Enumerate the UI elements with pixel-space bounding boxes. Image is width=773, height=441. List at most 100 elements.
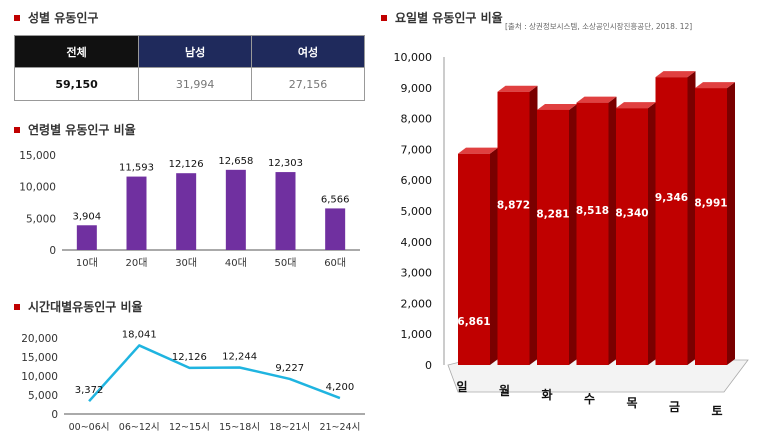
weekday-data-label: 6,861 [457, 316, 490, 328]
time-x-tick-label: 00~06시 [69, 422, 110, 433]
bullet-square-icon [381, 14, 387, 21]
age-y-tick-label: 15,000 [19, 150, 56, 162]
bullet-square-icon [14, 14, 20, 21]
age-bar [275, 172, 296, 250]
weekday-y-tick-label: 8,000 [401, 113, 433, 126]
weekday-bar-side [687, 71, 696, 366]
bullet-square-icon [14, 303, 20, 310]
weekday-chart-title: 요일별 유동인구 비율 [395, 11, 503, 25]
weekday-x-tick-label: 수 [584, 392, 595, 406]
age-data-label: 11,593 [119, 163, 154, 174]
age-y-tick-label: 0 [49, 245, 56, 257]
time-y-tick-label: 15,000 [21, 352, 58, 364]
weekday-x-tick-label: 금 [669, 400, 680, 414]
weekday-y-tick-label: 2,000 [401, 297, 433, 310]
weekday-bar [655, 77, 688, 366]
weekday-y-tick-label: 6,000 [401, 174, 433, 187]
age-x-tick-label: 40대 [225, 257, 247, 269]
time-section-title: 시간대별유동인구 비율 [14, 298, 143, 315]
time-x-tick-label: 15~18시 [219, 422, 260, 433]
weekday-y-tick-label: 10,000 [394, 51, 433, 64]
weekday-data-label: 9,346 [655, 192, 688, 204]
bullet-square-icon [14, 126, 20, 133]
weekday-bar-side [569, 103, 577, 366]
value-male: 31,994 [138, 67, 253, 101]
weekday-y-tick-label: 7,000 [401, 143, 433, 156]
age-bar [225, 169, 246, 250]
gender-section-title: 성별 유동인구 [14, 9, 98, 26]
weekday-x-tick-label: 월 [499, 383, 510, 398]
weekday-data-label: 8,281 [536, 208, 569, 220]
age-x-tick-label: 20대 [126, 257, 148, 269]
weekday-bar-side [727, 82, 735, 365]
weekday-bar [576, 102, 609, 365]
age-x-tick-label: 60대 [324, 257, 346, 269]
time-data-label: 18,041 [122, 329, 157, 340]
time-chart-title: 시간대별유동인구 비율 [28, 300, 143, 314]
weekday-y-tick-label: 3,000 [401, 267, 433, 280]
weekday-x-tick-label: 토 [711, 404, 722, 418]
time-y-tick-label: 5,000 [28, 390, 58, 402]
weekday-y-tick-label: 5,000 [401, 205, 433, 218]
weekday-bar-side [529, 85, 538, 365]
age-data-label: 12,126 [169, 159, 204, 170]
weekday-bar-top [616, 102, 656, 109]
time-data-label: 12,244 [222, 351, 257, 362]
time-y-tick-label: 0 [51, 409, 58, 421]
weekday-bar [695, 88, 727, 365]
time-y-tick-label: 20,000 [21, 333, 58, 345]
weekday-data-label: 8,991 [694, 198, 727, 210]
header-total: 전체 [13, 35, 140, 68]
value-female: 27,156 [251, 67, 365, 101]
weekday-x-tick-label: 목 [626, 396, 637, 410]
age-x-tick-label: 10대 [76, 257, 98, 269]
weekday-bar-top [537, 103, 577, 110]
age-bar [176, 173, 197, 250]
weekday-bar-top [458, 147, 498, 154]
age-x-tick-label: 50대 [275, 257, 297, 269]
age-bar [76, 225, 97, 250]
time-x-tick-label: 06~12시 [119, 422, 160, 433]
age-section-title: 연령별 유동인구 비율 [14, 121, 136, 138]
time-y-tick-label: 10,000 [21, 371, 58, 383]
age-data-label: 6,566 [321, 194, 350, 205]
age-bar [126, 176, 147, 250]
time-data-label: 4,200 [326, 382, 355, 393]
weekday-bar-top [576, 96, 617, 103]
age-x-tick-label: 30대 [175, 257, 197, 269]
age-data-label: 12,303 [268, 158, 303, 169]
weekday-y-tick-label: 9,000 [401, 82, 433, 95]
weekday-bar-side [490, 147, 498, 365]
value-total: 59,150 [13, 67, 140, 101]
age-y-tick-label: 5,000 [26, 213, 56, 225]
age-data-label: 12,658 [218, 156, 253, 167]
weekday-bar-top [655, 71, 696, 78]
time-data-label: 12,126 [172, 352, 207, 363]
gender-table: 전체 남성 여성 59,150 31,994 27,156 [13, 35, 365, 101]
age-chart-title: 연령별 유동인구 비율 [28, 123, 136, 137]
weekday-bar-top [497, 85, 538, 92]
source-note: [출처 : 상권정보시스템, 소상공인시장진흥공단, 2018. 12] [505, 22, 693, 31]
weekday-y-tick-label: 4,000 [401, 236, 433, 249]
weekday-bar-side [648, 102, 656, 366]
time-data-label: 9,227 [275, 363, 304, 374]
weekday-data-label: 8,872 [497, 199, 530, 211]
weekday-section-title: 요일별 유동인구 비율 [381, 9, 503, 26]
weekday-y-tick-label: 1,000 [401, 328, 433, 341]
weekday-bar [537, 109, 569, 366]
gender-header-row: 전체 남성 여성 [13, 35, 365, 68]
time-x-tick-label: 12~15시 [169, 422, 210, 433]
gender-value-row: 59,150 31,994 27,156 [13, 67, 365, 101]
weekday-data-label: 8,340 [615, 208, 648, 220]
weekday-bar [497, 91, 530, 365]
weekday-y-tick-label: 0 [425, 359, 432, 372]
weekday-bar-top [695, 82, 735, 89]
time-x-tick-label: 18~21시 [269, 422, 310, 433]
age-data-label: 3,904 [73, 211, 102, 222]
weekday-bar [458, 153, 490, 365]
age-y-tick-label: 10,000 [19, 182, 56, 194]
header-male: 남성 [138, 35, 253, 68]
